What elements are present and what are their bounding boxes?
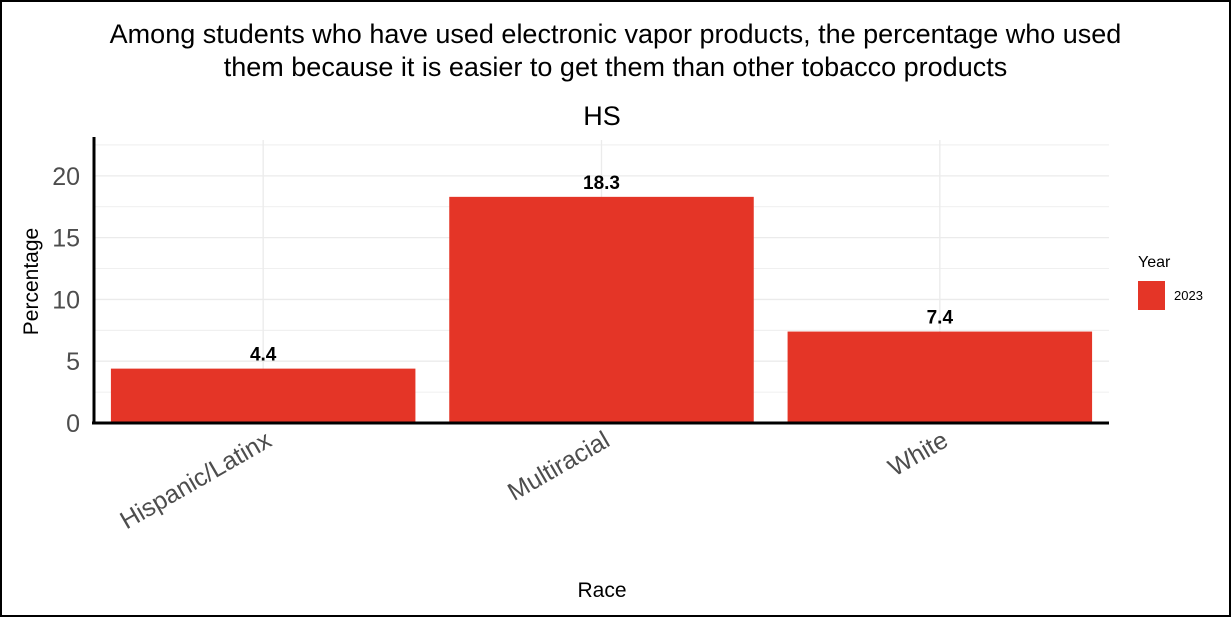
y-tick-label: 20 <box>52 163 80 191</box>
x-tick-label: Hispanic/Latinx <box>115 426 276 535</box>
bar-hispanic-latinx <box>110 368 416 423</box>
x-axis-title: Race <box>577 579 626 602</box>
legend: Year 2023 <box>1138 254 1203 310</box>
chart-title: Among students who have used electronic … <box>2 18 1229 84</box>
y-tick-label: 15 <box>52 225 80 253</box>
y-tick-label: 10 <box>52 286 80 314</box>
legend-label-2023: 2023 <box>1174 288 1203 303</box>
bar-white <box>787 331 1093 423</box>
data-labels: 4.4 18.3 7.4 <box>250 173 954 366</box>
y-tick-label: 5 <box>66 348 80 376</box>
chart-subtitle: HS <box>583 101 621 131</box>
data-label: 4.4 <box>250 345 277 366</box>
chart-title-line-1: Among students who have used electronic … <box>109 19 1122 49</box>
x-tick-labels: Hispanic/Latinx Multiracial White <box>115 426 952 535</box>
legend-swatch-2023 <box>1138 281 1165 310</box>
y-tick-labels: 0 5 10 15 20 <box>52 163 80 438</box>
legend-title: Year <box>1138 254 1171 271</box>
x-tick-label: Multiracial <box>503 426 614 507</box>
bars <box>110 196 1093 423</box>
y-tick-label: 0 <box>66 410 80 438</box>
chart-title-line-2: them because it is easier to get them th… <box>223 52 1008 82</box>
y-axis-title: Percentage <box>20 228 43 335</box>
data-label: 7.4 <box>927 308 954 329</box>
x-tick-label: White <box>883 426 952 482</box>
data-label: 18.3 <box>583 173 620 194</box>
bar-multiracial <box>449 196 754 423</box>
